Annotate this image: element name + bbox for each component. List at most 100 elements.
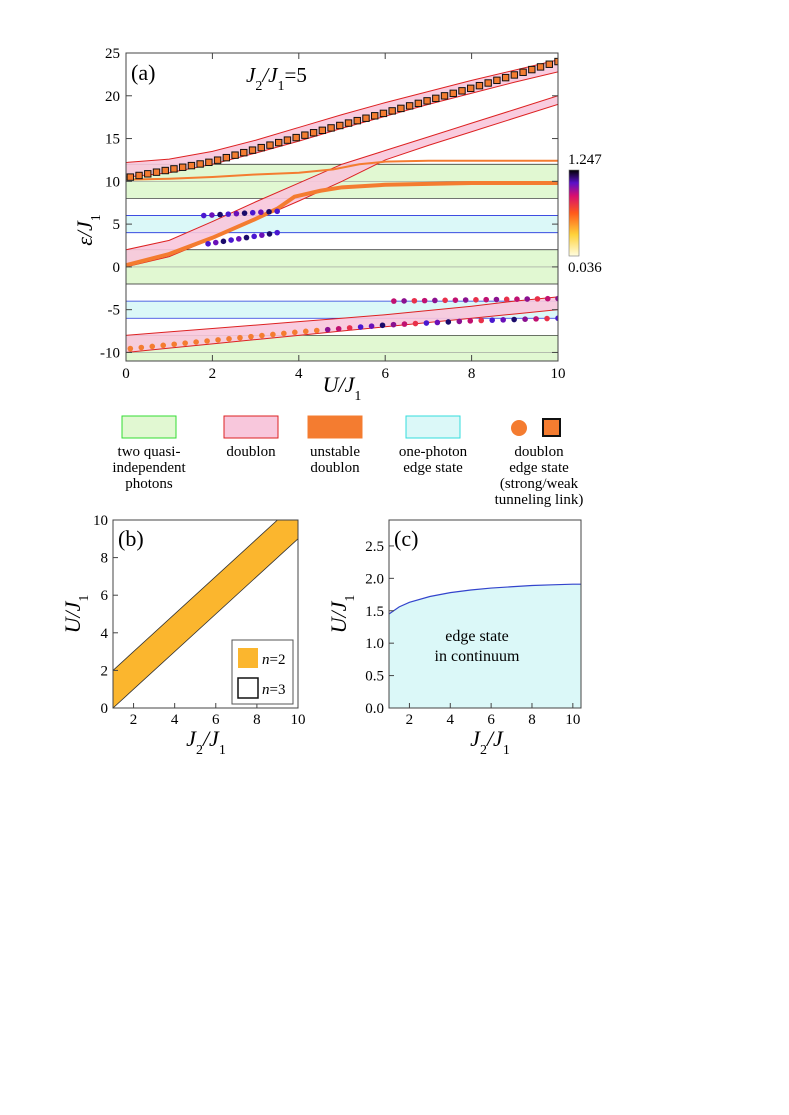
panel-a-xtick-label: 8	[468, 366, 476, 382]
edge-state-circle-point	[259, 232, 265, 238]
legend-n2-label: n=2	[262, 652, 285, 668]
edge-state-square-point	[231, 151, 239, 159]
edge-state-square-point	[187, 161, 196, 170]
edge-state-circle-point	[138, 344, 145, 351]
edge-state-region	[389, 584, 581, 708]
edge-state-circle-point	[259, 332, 265, 339]
panel-c-ylabel: U/J1	[326, 595, 358, 634]
edge-state-square-point	[292, 133, 300, 142]
panel-a-ytick-label: 15	[105, 132, 120, 148]
edge-state-circle-point	[533, 316, 539, 322]
panel-b: 2 4 6 8 10 0 2 4 6 8 10 (b) U/J1 J2/J1 n=2 n=3	[60, 513, 306, 758]
edge-state-square-point	[493, 76, 501, 85]
panel-a-xlabel: U/J1	[323, 372, 362, 404]
cyan-band-0	[126, 215, 558, 233]
edge-state-square-point	[344, 119, 353, 127]
edge-state-circle-point	[258, 209, 264, 216]
legend-marker-circle	[511, 420, 527, 436]
unstable-doublon-line-1	[126, 181, 558, 268]
edge-state-square-point	[449, 89, 457, 98]
panel-c-label: (c)	[394, 526, 418, 551]
edge-state-circle-point	[220, 238, 227, 245]
edge-state-circle-point	[212, 239, 219, 246]
edge-state-square-point	[178, 163, 187, 171]
edge-state-circle-point	[555, 295, 558, 302]
edge-state-square-point	[257, 143, 265, 152]
edge-state-square-point	[458, 87, 466, 95]
edge-state-circle-point	[401, 298, 407, 304]
edge-state-square-point	[266, 141, 274, 149]
edge-state-square-point	[161, 166, 169, 175]
edge-state-circle-point	[445, 319, 452, 325]
edge-state-square-point	[135, 171, 143, 180]
panel-a-xtick-label: 10	[551, 366, 566, 382]
edge-state-square-point	[379, 109, 388, 118]
panel-c-xtick-label: 6	[487, 712, 495, 728]
edge-state-circle-point	[401, 321, 408, 327]
edge-state-circle-point	[215, 337, 221, 343]
panel-a-title: J2/J1=5	[246, 63, 307, 94]
panel-c-xtick-label: 10	[565, 712, 580, 728]
panel-a-ytick-label: 0	[113, 260, 121, 276]
doublon-band-0	[126, 59, 558, 178]
edge-state-square-point	[205, 158, 213, 167]
edge-state-square-point	[388, 107, 396, 115]
edge-state-circle-point	[500, 317, 506, 323]
legend-item-label-0: photons	[125, 476, 173, 492]
edge-state-square-point	[309, 129, 318, 137]
panel-a-ytick-label: 20	[105, 89, 120, 105]
edge-state-circle-point	[423, 320, 430, 326]
edge-state-square-point	[353, 116, 361, 125]
edge-state-square-point	[536, 63, 545, 71]
edge-state-circle-point	[511, 316, 517, 323]
panel-c-ytick-label: 1.5	[365, 604, 384, 620]
panel-c-xtick-label: 2	[406, 712, 414, 728]
colorbar-min-label: 0.036	[568, 260, 602, 276]
colorbar-max-label: 1.247	[568, 152, 602, 168]
edge-state-circle-point	[478, 317, 485, 324]
edge-state-circle-point	[522, 316, 528, 322]
edge-state-square-point	[423, 97, 431, 105]
legend-swatch-green	[121, 415, 177, 439]
panel-a-ytick-label: 5	[113, 217, 121, 233]
panel-a-frame	[125, 52, 559, 362]
edge-state-circle-point	[266, 231, 273, 237]
edge-state-circle-point	[281, 330, 287, 337]
doublon-band-upper-edge-1	[126, 95, 558, 251]
edge-state-square-point	[301, 131, 309, 139]
unstable-doublon-line-0	[126, 159, 558, 181]
edge-state-circle-point	[292, 329, 298, 336]
edge-state-circle-point	[555, 315, 558, 322]
edge-state-circle-point	[434, 319, 441, 326]
edge-state-circle-point	[489, 317, 496, 323]
edge-state-circle-point	[228, 237, 234, 243]
panel-b-ytick-label: 6	[101, 588, 109, 604]
panel-c: 2 4 6 8 100.00.51.01.52.02.5 (c) U/J1 J2/J1 …	[326, 519, 582, 758]
edge-state-circle-point	[274, 229, 281, 236]
edge-state-square-point	[475, 81, 484, 90]
edge-state-square-point	[248, 146, 257, 154]
edge-state-circle-point	[411, 297, 418, 304]
edge-state-circle-point	[421, 297, 428, 304]
panel-a-ytick-label: 25	[105, 46, 120, 62]
edge-state-circle-point	[544, 295, 551, 302]
panel-b-xtick-label: 4	[171, 712, 179, 728]
legend-item-label-4: (strong/weak	[500, 476, 579, 492]
edge-state-circle-point	[270, 331, 276, 338]
edge-state-square-point	[414, 99, 423, 108]
edge-state-square-point	[152, 168, 161, 176]
edge-state-circle-point	[225, 211, 232, 217]
panel-b-ytick-label: 0	[101, 701, 109, 717]
panel-a-ytick-label: -10	[100, 345, 120, 361]
doublon-band-lower-edge-2	[126, 309, 558, 353]
edge-state-circle-point	[524, 296, 531, 302]
panel-a-xtick-label: 6	[381, 366, 389, 382]
edge-state-square-point	[467, 84, 475, 93]
doublon-band-2	[126, 296, 558, 353]
edge-state-square-point	[336, 121, 344, 130]
panel-a-label: (a)	[131, 60, 155, 85]
panel-c-ytick-label: 0.5	[365, 669, 384, 685]
edge-state-square-point	[528, 65, 536, 74]
edge-state-circle-point	[251, 233, 257, 240]
doublon-band-1	[126, 95, 558, 267]
